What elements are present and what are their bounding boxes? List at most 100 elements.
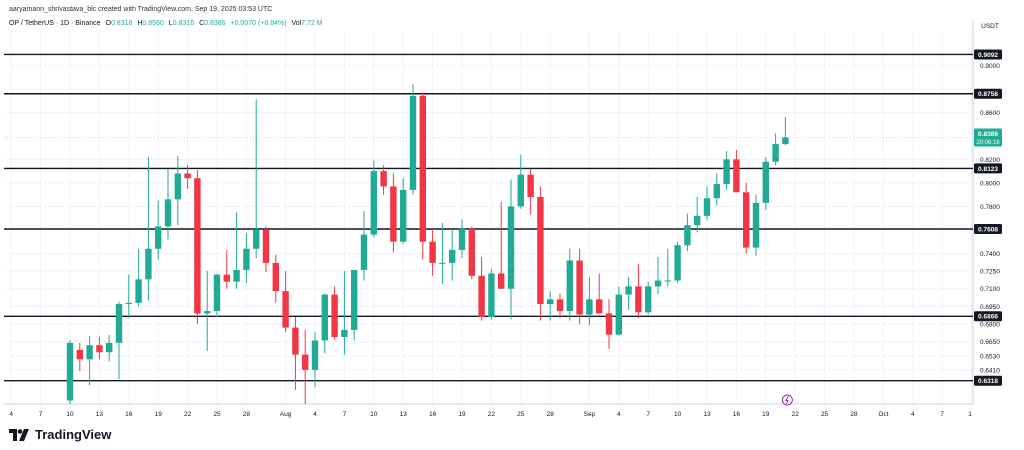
level-price-tag: [974, 375, 1002, 386]
candle-up: [145, 248, 152, 280]
candlestick-chart[interactable]: 0.9000 0.8600 0.8200 0.8000 0.7800 0.7400 0.72…: [0, 0, 1024, 420]
candle-down: [272, 262, 279, 292]
candle-up: [674, 245, 681, 281]
candle-down: [733, 159, 740, 193]
candle-down: [419, 95, 426, 242]
candle-down: [556, 299, 564, 312]
candle-up: [86, 345, 93, 360]
candle-up: [233, 269, 240, 282]
x-tick-label: 16: [733, 411, 741, 418]
candle-up: [253, 229, 260, 249]
ohlc-low-value: 0.8316: [172, 20, 195, 27]
candle-up: [782, 137, 789, 145]
level-price-label: 0.8123: [978, 166, 998, 173]
level-price-tag: [974, 223, 1002, 234]
candle-up: [566, 260, 573, 312]
chart-attribution: aaryamann_shrivastava_blc created with T…: [9, 6, 273, 13]
x-tick-label: 1: [968, 411, 972, 418]
candle-down: [184, 173, 191, 179]
candle-up: [321, 294, 328, 341]
candle-down: [96, 345, 103, 353]
candle-up: [360, 234, 368, 270]
x-tick-label: 13: [400, 411, 408, 418]
candle-up: [507, 206, 515, 289]
candle-down: [390, 186, 397, 242]
candle-up: [400, 189, 407, 242]
candle-up: [772, 144, 779, 162]
y-tick-label: 0.9000: [980, 63, 1000, 70]
candle-down: [76, 349, 83, 360]
level-price-tag: [974, 49, 1002, 60]
candle-up: [449, 249, 456, 263]
x-tick-label: 28: [850, 411, 858, 418]
x-tick-label: Oct: [878, 411, 888, 418]
candle-up: [341, 329, 348, 337]
symbol-title: OP / TetherUS · 1D · Binance: [9, 20, 101, 27]
candle-up: [625, 286, 632, 295]
candle-up: [213, 274, 221, 312]
candle-up: [351, 269, 358, 330]
candle-down: [478, 275, 485, 317]
x-tick-label: 7: [940, 411, 944, 418]
candle-up: [752, 202, 760, 248]
x-tick-label: 22: [184, 411, 192, 418]
ohlc-high-label: H: [137, 20, 143, 27]
candle-up: [458, 228, 466, 250]
x-tick-label: 7: [646, 411, 650, 418]
candle-up: [106, 342, 113, 353]
last-price-label: 0.8386: [978, 131, 998, 138]
candle-up: [615, 294, 622, 335]
y-tick-label: 0.7400: [980, 251, 1000, 258]
ohlc-close-label: C: [199, 20, 205, 27]
y-tick-label: 0.7100: [980, 286, 1000, 293]
candle-up: [645, 286, 652, 313]
candle-down: [635, 286, 642, 313]
tradingview-logo-icon: [9, 428, 29, 441]
price-change: +0.0070 (+0.84%): [230, 20, 287, 27]
x-tick-label: 28: [547, 411, 555, 418]
x-tick-label: 13: [703, 411, 711, 418]
candle-up: [586, 299, 593, 315]
currency-label: USDT: [981, 23, 999, 30]
countdown-label: 20:06:16: [976, 140, 1000, 146]
level-price-label: 0.6318: [978, 378, 998, 385]
candle-down: [468, 228, 475, 276]
x-tick-label: 25: [517, 411, 525, 418]
candle-up: [125, 302, 132, 305]
level-price-tag: [974, 163, 1002, 174]
symbol-legend: OP / TetherUS · 1D · Binance O0.8316 H0.…: [9, 20, 323, 27]
x-tick-label: 10: [66, 411, 74, 418]
ohlc-open-label: O: [105, 20, 111, 27]
event-marker-icon: [781, 394, 793, 406]
candle-up: [703, 198, 711, 216]
x-tick-label: 22: [488, 411, 496, 418]
candle-up: [409, 95, 417, 190]
x-tick-label: 10: [370, 411, 378, 418]
candle-down: [527, 174, 534, 198]
candle-down: [282, 291, 289, 328]
x-tick-label: 16: [125, 411, 133, 418]
candle-down: [605, 313, 613, 335]
candle-up: [66, 342, 74, 401]
candle-up: [243, 248, 250, 270]
x-tick-label: 19: [762, 411, 770, 418]
y-tick-label: 0.8000: [980, 180, 1000, 187]
ohlc-low-label: L: [168, 20, 173, 27]
volume-value: 7.72 M: [301, 20, 323, 27]
level-price-tag: [974, 311, 1002, 322]
level-price-tag: [974, 88, 1002, 99]
candle-up: [174, 173, 181, 200]
candle-down: [194, 178, 201, 314]
x-tick-label: 4: [911, 411, 915, 418]
ohlc-open-value: 0.8316: [110, 20, 133, 27]
y-tick-label: 0.7250: [980, 269, 1000, 276]
x-tick-label: 10: [674, 411, 682, 418]
y-tick-label: 0.6410: [980, 367, 1000, 374]
candle-down: [223, 274, 230, 282]
candle-down: [292, 327, 299, 355]
x-tick-label: 28: [243, 411, 251, 418]
candle-up: [713, 184, 720, 199]
candle-down: [380, 171, 387, 187]
y-tick-label: 0.7800: [980, 204, 1000, 211]
